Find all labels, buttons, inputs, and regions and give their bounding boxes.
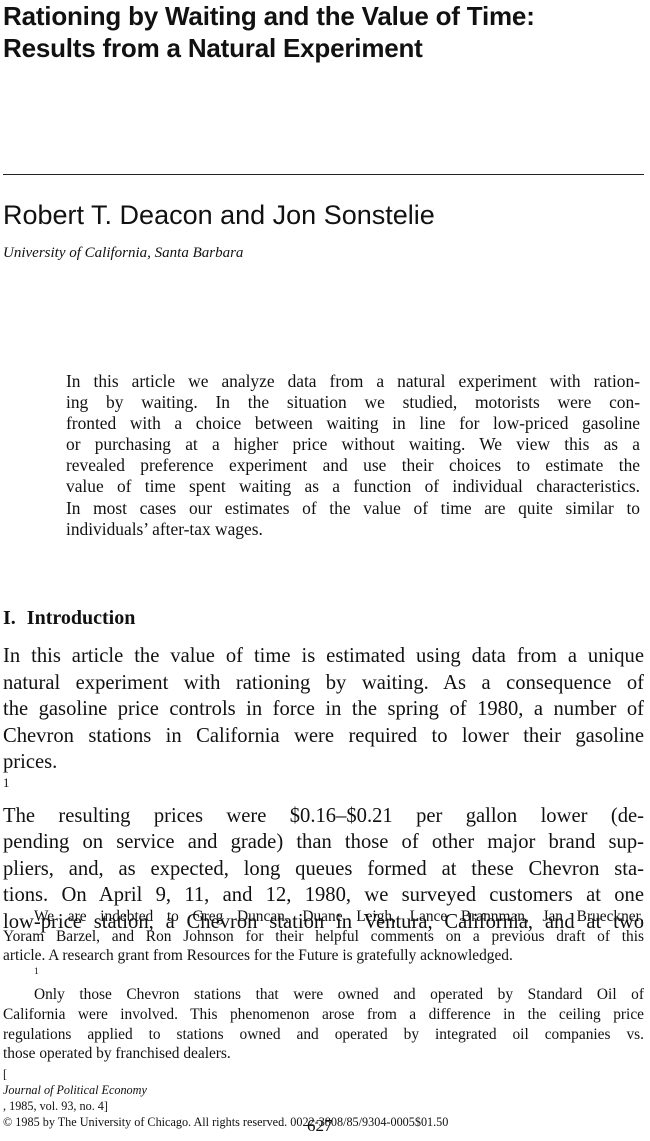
body-line: prices. 1 The resulting prices were $0.16… (3, 749, 644, 829)
journal-citation: [ Journal of Political Economy , 1985, vol… (3, 1066, 563, 1114)
page-number: 627 (307, 1116, 333, 1135)
body-text-fragment: The resulting prices were $0.16–$0.21 pe… (3, 804, 644, 827)
abstract-line: ing by waiting. In the situation we stud… (66, 392, 640, 413)
abstract-line: value of time spent waiting as a functio… (66, 476, 640, 497)
section-title: Introduction (26, 607, 136, 629)
abstract: In this article we analyze data from a n… (66, 371, 640, 540)
abstract-line: In most cases our estimates of the value… (66, 497, 640, 518)
abstract-line: or purchasing at a higher price without … (66, 434, 640, 455)
body-line: Chevron stations in California were requ… (3, 724, 644, 747)
footnotes: We are indebted to Greg Duncan, Duane Le… (3, 907, 644, 1064)
footnote-ref-1[interactable]: 1 (3, 776, 10, 791)
title-line: Rationing by Waiting and the Value of Ti… (3, 1, 535, 31)
body-line: natural experiment with rationing by wai… (3, 671, 644, 694)
footnote-1: 1 Only those Chevron stations that were … (3, 966, 644, 1005)
body-paragraph: In this article the value of time is est… (3, 643, 644, 936)
journal-name: Journal of Political Economy (3, 1083, 147, 1097)
footnote-line: article. A research grant from Resources… (3, 947, 513, 965)
citation-details: , 1985, vol. 93, no. 4] (3, 1099, 108, 1113)
title-line: Results from a Natural Experiment (3, 33, 423, 63)
footnote-line: We are indebted to Greg Duncan, Duane Le… (34, 908, 644, 925)
article-title: Rationing by Waiting and the Value of Ti… (3, 0, 643, 64)
body-line: pending on service and grade) than those… (3, 831, 644, 854)
body-line: In this article the value of time is est… (3, 645, 644, 667)
abstract-line: individuals’ after-tax wages. (66, 518, 263, 539)
citation-block: [ Journal of Political Economy , 1985, vol… (3, 1066, 563, 1130)
citation-bracket: [ (3, 1067, 8, 1081)
abstract-line: revealed preference experiment and use t… (66, 455, 640, 476)
body-text-fragment: prices. (3, 751, 58, 774)
affiliation: University of California, Santa Barbara (3, 245, 244, 261)
abstract-line: In this article we analyze data from a n… (66, 371, 640, 391)
footnote-mark: 1 (34, 965, 39, 977)
body-line: low-price station, a Chevron station in … (3, 910, 644, 933)
authors: Robert T. Deacon and Jon Sonstelie (3, 200, 435, 230)
body-line: the gasoline price controls in force in … (3, 698, 644, 721)
footnote-line: California were involved. This phenomeno… (3, 1005, 644, 1023)
footnote-text: Only those Chevron stations that were ow… (34, 986, 644, 1004)
footnote-line: Yoram Barzel, and Ron Johnson for their … (3, 927, 644, 945)
section-number: I. (3, 607, 16, 629)
copyright-line: © 1985 by The University of Chicago. All… (3, 1115, 449, 1129)
body-line: pliers, and, as expected, long queues fo… (3, 857, 644, 880)
title-rule (3, 174, 644, 175)
section-heading: I. Introduction (3, 605, 135, 631)
body-line: tions. On April 9, 11, and 12, 1980, we … (3, 884, 644, 907)
footnote-line: those operated by franchised dealers. (3, 1045, 231, 1063)
footnote-line: regulations applied to stations owned an… (3, 1025, 644, 1043)
abstract-line: fronted with a choice between waiting in… (66, 413, 640, 434)
